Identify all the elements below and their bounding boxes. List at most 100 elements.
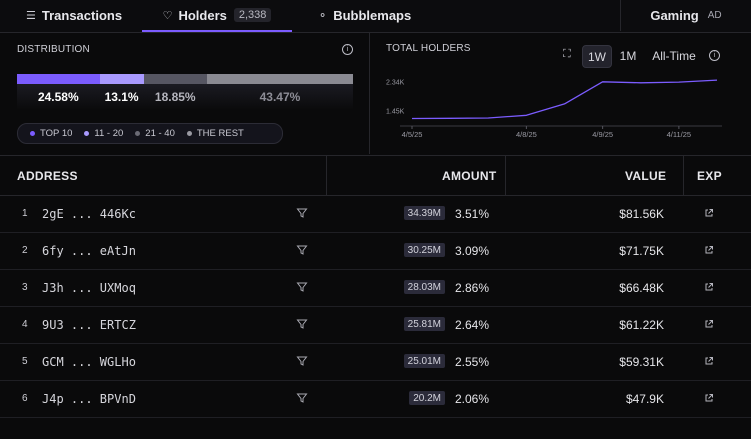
legend-dot-icon	[84, 131, 90, 136]
y-tick-label: 2.34K	[386, 79, 405, 86]
holding-percent: 2.06%	[454, 391, 489, 406]
rank-number: 1	[22, 208, 28, 219]
bubbles-icon: ⚬	[318, 10, 328, 22]
holder-address[interactable]: 2gE ... 446Kc	[42, 206, 136, 221]
distribution-segment-value: 13.1%	[104, 90, 139, 104]
gaming-tab[interactable]: Gaming AD	[620, 0, 751, 31]
holding-value: $81.56K	[619, 206, 664, 221]
external-link-icon[interactable]	[704, 356, 714, 366]
amount-badge: 20.2M	[409, 391, 445, 405]
timeframe-1w[interactable]: 1W	[582, 45, 612, 68]
external-link-icon[interactable]	[704, 282, 714, 292]
holding-percent: 3.51%	[454, 206, 489, 221]
filter-icon[interactable]	[296, 392, 308, 404]
holding-value: $66.48K	[619, 280, 664, 295]
external-link-icon[interactable]	[704, 208, 714, 218]
distribution-segment-value: 43.47%	[259, 90, 301, 104]
distribution-values: 24.58% 13.1% 18.85% 43.47%	[17, 84, 353, 110]
distribution-bar	[17, 74, 353, 84]
expand-icon[interactable]: ⛶	[563, 48, 571, 60]
table-header: ADDRESS AMOUNT VALUE EXP	[0, 155, 751, 196]
info-icon[interactable]: i	[709, 50, 720, 61]
distribution-segment	[17, 74, 100, 84]
rank-number: 3	[22, 282, 28, 293]
heart-icon: ♡	[162, 9, 173, 22]
amount-badge: 25.81M	[403, 317, 445, 331]
distribution-segment	[99, 74, 144, 84]
table-row[interactable]: 5 GCM ... WGLHo 25.01M 2.55% $59.31K	[0, 343, 751, 381]
filter-icon[interactable]	[296, 355, 308, 367]
col-address[interactable]: ADDRESS	[17, 168, 78, 183]
total-holders-panel: TOTAL HOLDERS ⛶ 1W 1M All-Time i 2.34K 1.…	[370, 33, 751, 154]
legend-item: TOP 10	[30, 128, 72, 139]
filter-icon[interactable]	[296, 244, 308, 256]
col-amount[interactable]: AMOUNT	[442, 168, 497, 183]
holders-series-line	[411, 79, 718, 120]
tab-transactions-label: Transactions	[41, 8, 123, 23]
holding-value: $71.75K	[619, 243, 664, 258]
list-icon: ☰	[26, 10, 36, 22]
table-row[interactable]: 6 J4p ... BPVnD 20.2M 2.06% $47.9K	[0, 380, 751, 418]
tab-bubblemaps[interactable]: ⚬ Bubblemaps	[318, 0, 411, 31]
distribution-segment	[206, 74, 353, 84]
distribution-panel: DISTRIBUTION i 24.58% 13.1% 18.85% 43.47% T…	[0, 33, 370, 154]
distribution-title: DISTRIBUTION	[17, 44, 90, 55]
holder-address[interactable]: 9U3 ... ERTCZ	[42, 317, 136, 332]
tab-holders-label: Holders	[178, 7, 227, 23]
distribution-segment	[143, 74, 207, 84]
table-row[interactable]: 3 J3h ... UXMoq 28.03M 2.86% $66.48K	[0, 269, 751, 307]
tab-holders[interactable]: ♡ Holders 2,338	[142, 0, 292, 32]
timeframe-1m[interactable]: 1M	[619, 48, 637, 63]
distribution-segment-value: 18.85%	[154, 90, 196, 104]
external-link-icon[interactable]	[704, 319, 714, 329]
tab-bar: ☰ Transactions ♡ Holders 2,338 ⚬ Bubblem…	[0, 0, 751, 33]
x-tick-label: 4/5/25	[402, 130, 423, 139]
amount-badge: 30.25M	[403, 243, 445, 257]
legend-dot-icon	[186, 131, 192, 136]
holders-line-chart: 2.34K 1.45K 4/5/25 4/8/25 4/9/25 4/11/25	[386, 79, 722, 139]
distribution-segment-value: 24.58%	[37, 90, 79, 104]
timeframe-all-time[interactable]: All-Time	[652, 48, 696, 63]
holding-percent: 2.86%	[454, 280, 489, 295]
filter-icon[interactable]	[296, 207, 308, 219]
amount-badge: 28.03M	[403, 280, 445, 294]
rank-number: 5	[22, 356, 28, 367]
amount-badge: 25.01M	[403, 354, 445, 368]
holding-value: $59.31K	[619, 354, 664, 369]
rank-number: 4	[22, 319, 28, 330]
y-tick-label: 1.45K	[386, 108, 405, 115]
holder-address[interactable]: GCM ... WGLHo	[42, 354, 136, 369]
col-exp: EXP	[697, 168, 722, 183]
table-row[interactable]: 2 6fy ... eAtJn 30.25M 3.09% $71.75K	[0, 232, 751, 270]
distribution-legend: TOP 10 11 - 20 21 - 40 THE REST	[17, 123, 283, 144]
external-link-icon[interactable]	[704, 245, 714, 255]
holding-percent: 2.64%	[454, 317, 489, 332]
filter-icon[interactable]	[296, 318, 308, 330]
holders-count-badge: 2,338	[233, 8, 272, 22]
table-row[interactable]: 1 2gE ... 446Kc 34.39M 3.51% $81.56K	[0, 195, 751, 233]
legend-dot-icon	[135, 131, 141, 136]
legend-item: 11 - 20	[84, 128, 123, 139]
rank-number: 6	[22, 393, 28, 404]
holding-value: $47.9K	[625, 391, 664, 406]
holding-percent: 3.09%	[454, 243, 489, 258]
legend-item: THE REST	[186, 128, 244, 139]
holder-address[interactable]: J4p ... BPVnD	[42, 391, 136, 406]
legend-dot-icon	[30, 131, 35, 136]
table-row[interactable]: 4 9U3 ... ERTCZ 25.81M 2.64% $61.22K	[0, 306, 751, 344]
col-value[interactable]: VALUE	[625, 168, 667, 183]
rank-number: 2	[22, 245, 28, 256]
holding-value: $61.22K	[619, 317, 664, 332]
x-tick-label: 4/11/25	[667, 130, 691, 139]
holding-percent: 2.55%	[454, 354, 489, 369]
legend-item: 21 - 40	[135, 128, 175, 139]
ad-label: AD	[707, 10, 722, 21]
filter-icon[interactable]	[296, 281, 308, 293]
external-link-icon[interactable]	[704, 393, 714, 403]
holder-address[interactable]: 6fy ... eAtJn	[42, 243, 136, 258]
holder-address[interactable]: J3h ... UXMoq	[42, 280, 136, 295]
tab-bubblemaps-label: Bubblemaps	[333, 8, 412, 23]
tab-transactions[interactable]: ☰ Transactions	[26, 0, 122, 31]
info-icon[interactable]: i	[342, 44, 353, 55]
amount-badge: 34.39M	[403, 206, 445, 220]
